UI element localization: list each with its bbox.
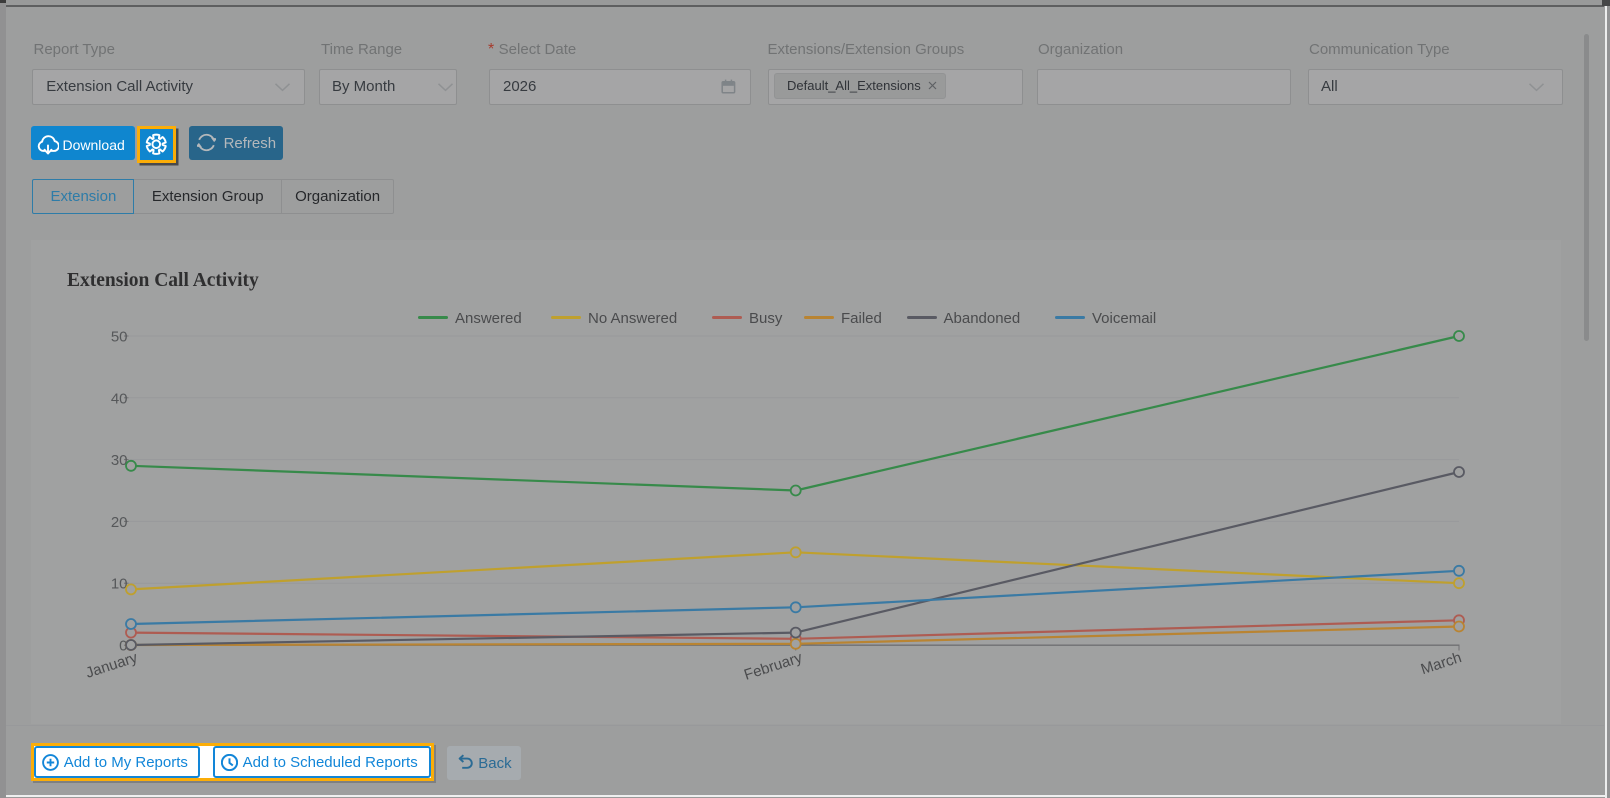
- svg-text:20: 20: [111, 514, 128, 531]
- svg-text:March: March: [1419, 649, 1464, 678]
- svg-text:30: 30: [111, 452, 128, 469]
- svg-text:40: 40: [111, 390, 128, 407]
- svg-text:February: February: [742, 649, 805, 684]
- svg-text:10: 10: [111, 576, 128, 593]
- svg-text:January: January: [84, 649, 140, 682]
- svg-text:0: 0: [119, 638, 127, 655]
- svg-text:50: 50: [111, 329, 128, 346]
